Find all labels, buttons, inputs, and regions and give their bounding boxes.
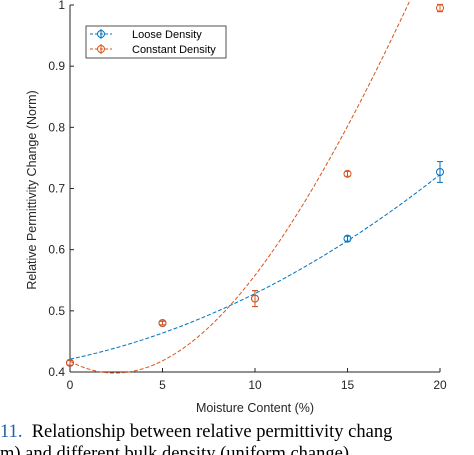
legend: Loose Density Constant Density	[85, 25, 227, 59]
figure-caption: 11. Relationship between relative permit…	[0, 418, 474, 455]
axes: 0 5 10 15 20 0.4 0.5 0.6 0.7 0.8 0.9 1	[48, 0, 447, 392]
y-tick-label: 1	[58, 0, 65, 12]
data-point-loose-density	[436, 167, 444, 176]
caption-line-2: m) and different bulk density (uniform c…	[0, 443, 349, 455]
x-tick-label: 10	[248, 378, 262, 392]
y-tick-label: 0.6	[48, 243, 65, 257]
caption-line-1: 11. Relationship between relative permit…	[0, 421, 392, 443]
y-tick-label: 0.4	[48, 365, 65, 379]
data-point-constant-density	[158, 319, 167, 328]
data-point-constant-density	[251, 294, 259, 303]
y-tick-label: 0.8	[48, 120, 65, 134]
x-tick-label: 20	[433, 378, 447, 392]
legend-label-loose-density: Loose Density	[132, 29, 202, 41]
x-tick-label: 0	[67, 378, 74, 392]
data-point-constant-density	[66, 358, 74, 367]
y-tick-label: 0.7	[48, 182, 65, 196]
fit-curves	[69, 0, 441, 374]
y-axis-title: Relative Permittivity Change (Norm)	[25, 90, 39, 289]
legend-label-constant-density: Constant Density	[132, 44, 216, 56]
caption-text-1: Relationship between relative permittivi…	[31, 422, 393, 442]
fit-curve-constant-density	[69, 0, 411, 374]
x-axis-title: Moisture Content (%)	[196, 401, 314, 415]
caption-text-2: m) and different bulk density (uniform c…	[0, 444, 349, 455]
fit-curve-loose-density	[69, 174, 441, 360]
x-tick-label: 5	[159, 378, 166, 392]
figure-number: 11.	[0, 422, 23, 442]
legend-entry-loose-density: Loose Density	[90, 29, 202, 41]
legend-box	[85, 25, 227, 59]
y-tick-label: 0.5	[48, 304, 65, 318]
data-points	[66, 3, 444, 367]
data-point-loose-density	[343, 234, 352, 243]
y-tick-label: 0.9	[48, 59, 65, 73]
x-tick-label: 15	[341, 378, 355, 392]
legend-entry-constant-density: Constant Density	[90, 44, 216, 56]
data-point-constant-density	[343, 169, 352, 178]
chart: 0 5 10 15 20 0.4 0.5 0.6 0.7 0.8 0.9 1 Loose Densit…	[25, 0, 447, 415]
data-point-constant-density	[436, 4, 444, 13]
